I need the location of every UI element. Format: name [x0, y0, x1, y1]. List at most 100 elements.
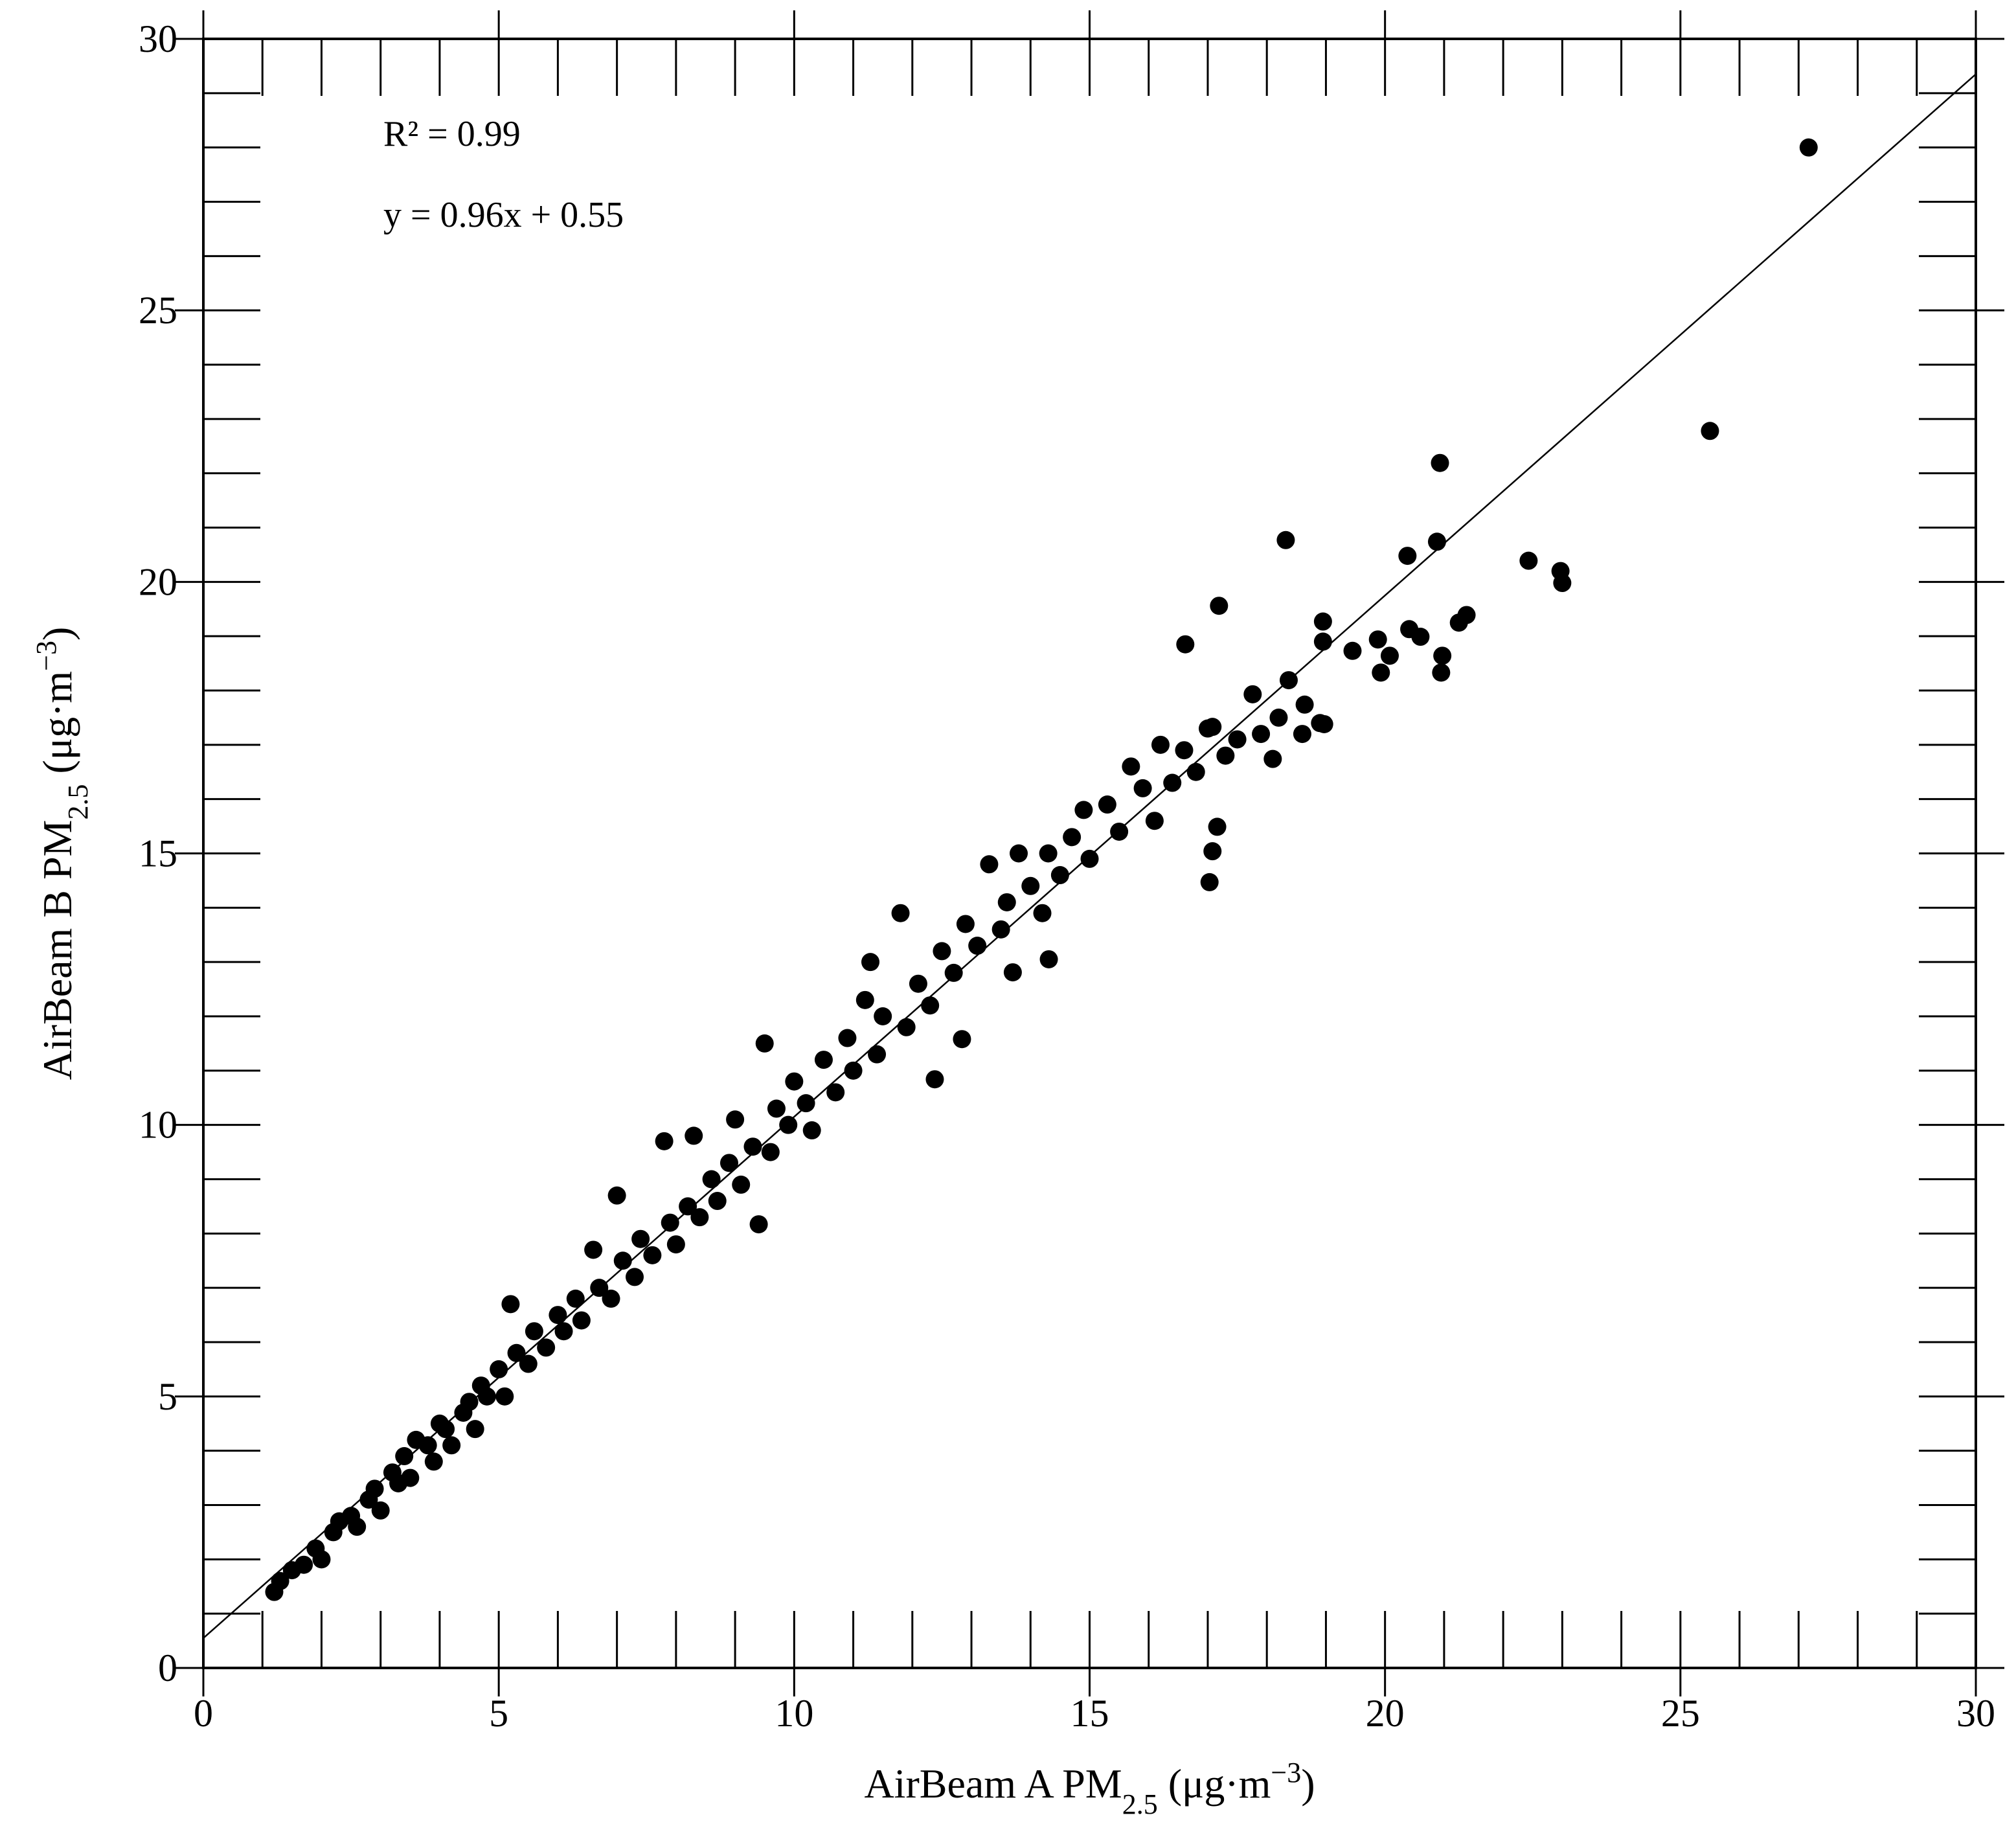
point	[495, 1387, 514, 1406]
point	[925, 1070, 944, 1089]
point	[1208, 817, 1227, 836]
point	[1411, 628, 1430, 646]
point	[424, 1452, 443, 1471]
x-tick-label: 25	[1661, 1692, 1700, 1735]
point	[1263, 749, 1282, 768]
y-axis-label: AirBeam B PM2.5 (μg·m−3)	[30, 627, 94, 1080]
point	[501, 1295, 520, 1314]
point	[838, 1029, 857, 1047]
axis-label-part: 2.5	[62, 784, 94, 820]
point	[312, 1550, 331, 1569]
point	[909, 974, 927, 993]
point	[549, 1306, 567, 1325]
point	[767, 1099, 786, 1118]
point	[1315, 714, 1333, 733]
axis-label-part: AirBeam A PM	[864, 1761, 1122, 1807]
point	[460, 1393, 479, 1411]
point	[1343, 641, 1362, 660]
point	[1200, 873, 1219, 891]
point	[1368, 630, 1387, 649]
point	[1519, 551, 1538, 570]
x-axis-label: AirBeam A PM2.5 (μg·m−3)	[864, 1757, 1315, 1820]
point	[1039, 950, 1058, 968]
axis-label-part: AirBeam B PM	[34, 820, 80, 1080]
point	[1186, 762, 1205, 781]
axis-label-part: (μg·m	[1158, 1761, 1271, 1807]
point	[418, 1436, 437, 1455]
point	[1021, 876, 1040, 895]
point	[685, 1126, 703, 1145]
annotation: y = 0.96x + 0.55	[383, 195, 624, 235]
point	[537, 1338, 556, 1357]
point	[1151, 735, 1170, 754]
y-tick-label: 15	[139, 832, 177, 875]
point	[956, 915, 975, 933]
point	[761, 1143, 780, 1161]
point	[1427, 532, 1446, 551]
point	[566, 1289, 585, 1308]
point	[442, 1436, 461, 1455]
point	[519, 1354, 538, 1373]
axis-label-part: )	[1301, 1761, 1315, 1807]
point	[365, 1479, 384, 1498]
point	[1269, 708, 1288, 727]
point	[732, 1175, 751, 1194]
point	[726, 1110, 745, 1129]
fit-line	[203, 73, 1976, 1639]
point	[613, 1251, 632, 1270]
point	[607, 1186, 626, 1205]
point	[1145, 812, 1164, 830]
x-tick-label: 30	[1956, 1692, 1995, 1735]
point	[348, 1518, 367, 1536]
point	[1252, 725, 1271, 744]
point	[1039, 844, 1058, 863]
point	[797, 1094, 815, 1113]
y-tick-label: 20	[139, 560, 177, 603]
point	[1433, 646, 1452, 665]
point	[779, 1115, 798, 1134]
point	[980, 855, 999, 874]
point	[395, 1447, 414, 1466]
point	[868, 1045, 887, 1064]
y-tick-label: 10	[139, 1104, 177, 1147]
point	[666, 1235, 685, 1254]
point	[554, 1322, 573, 1341]
point	[1313, 632, 1332, 651]
point	[933, 942, 951, 961]
point	[1372, 663, 1390, 682]
point	[855, 990, 874, 1009]
point	[572, 1311, 591, 1330]
x-tick-label: 15	[1070, 1692, 1109, 1735]
point	[1380, 646, 1399, 665]
point	[1553, 574, 1572, 593]
point	[1210, 597, 1229, 615]
point	[1203, 842, 1222, 861]
point	[477, 1387, 496, 1406]
x-tick-label: 0	[194, 1692, 213, 1735]
point	[1398, 547, 1417, 565]
point	[1122, 757, 1140, 776]
point	[826, 1083, 845, 1102]
point	[525, 1322, 543, 1341]
point	[874, 1007, 892, 1025]
point	[602, 1289, 620, 1308]
point	[466, 1420, 484, 1439]
point	[626, 1268, 644, 1286]
point	[295, 1555, 313, 1574]
point	[1449, 613, 1468, 632]
point	[401, 1468, 420, 1487]
point	[1003, 963, 1022, 982]
point	[1110, 822, 1129, 841]
point	[953, 1030, 971, 1049]
annotation: R² = 0.99	[383, 114, 521, 154]
point	[436, 1420, 455, 1439]
point	[1175, 741, 1194, 760]
point	[1074, 801, 1093, 819]
point	[891, 904, 910, 922]
y-tick-label: 5	[158, 1375, 177, 1418]
axis-label-part: (μg·m	[34, 671, 80, 784]
point	[1010, 844, 1028, 863]
axis-label-part: −3	[30, 641, 62, 671]
point	[1063, 828, 1082, 847]
